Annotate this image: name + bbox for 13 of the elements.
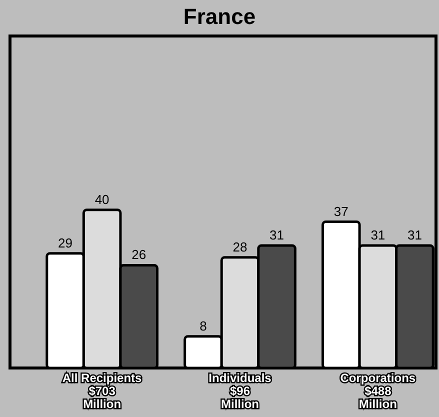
data-label: 31 [370,227,386,242]
x-tick-label: All Recipients $703 Million [62,371,142,411]
data-label: 28 [232,239,248,254]
data-label: 31 [270,227,284,242]
data-label: 8 [200,318,207,334]
data-label: 31 [407,227,422,242]
data-label: 29 [58,235,73,250]
data-label: 37 [334,204,348,219]
data-label: 40 [94,192,110,207]
x-tick-label: Corporations $488 Million [340,371,416,411]
chart-title: France [183,4,256,29]
x-tick-label: Individuals $96 Million [208,371,272,411]
data-label: 26 [132,247,146,262]
